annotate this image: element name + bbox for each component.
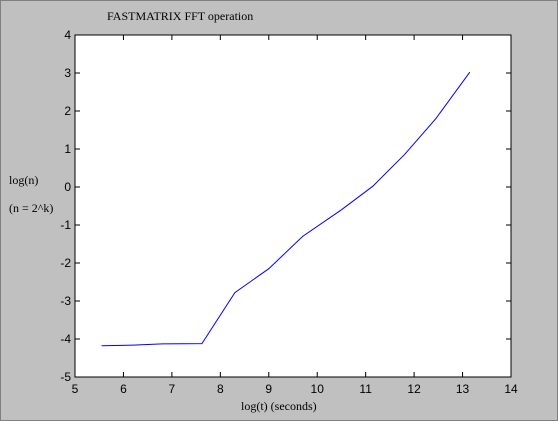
x-tick-label: 5 (72, 382, 79, 396)
y-tick-label: 0 (64, 180, 71, 194)
y-tick-label: -5 (60, 370, 71, 384)
y-tick-label: -2 (60, 256, 71, 270)
y-tick-label: 1 (64, 142, 71, 156)
y-tick-label: -1 (60, 218, 71, 232)
x-tick-label: 13 (456, 382, 470, 396)
x-tick-label: 10 (311, 382, 325, 396)
y-tick-label: -3 (60, 294, 71, 308)
y-tick-label: 3 (64, 66, 71, 80)
data-series (101, 71, 471, 347)
chart-title: FASTMATRIX FFT operation (107, 9, 254, 23)
x-tick-label: 9 (265, 382, 272, 396)
series-line (101, 71, 471, 347)
y-tick-label: -4 (60, 332, 71, 346)
x-tick-label: 6 (120, 382, 127, 396)
axis-ticks (74, 34, 512, 378)
y-tick-label: 2 (64, 104, 71, 118)
x-tick-label: 8 (217, 382, 224, 396)
plot-area (74, 34, 512, 378)
x-tick-label: 12 (407, 382, 421, 396)
y-tick-label: 4 (64, 28, 71, 42)
y-axis-label-note: (n = 2^k) (9, 201, 54, 215)
x-tick-label: 7 (169, 382, 176, 396)
y-axis-label: log(n) (9, 173, 39, 187)
x-tick-label: 11 (359, 382, 372, 396)
x-tick-label: 14 (504, 382, 518, 396)
x-axis-label: log(t) (seconds) (241, 399, 317, 413)
